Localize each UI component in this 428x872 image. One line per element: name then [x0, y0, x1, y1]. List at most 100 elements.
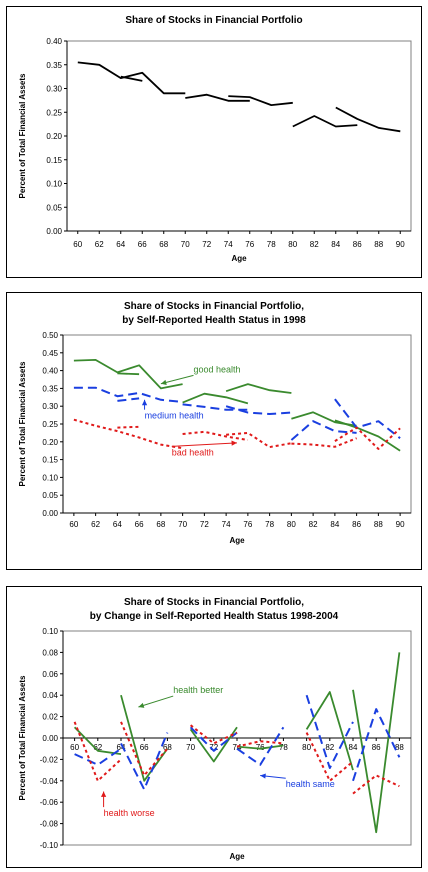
series-line-segment [182, 392, 249, 405]
annotation-good-health: good health [160, 364, 241, 385]
series-line-segment [334, 419, 401, 452]
x-tick-label: 90 [396, 520, 405, 529]
y-tick-label: 0.35 [42, 384, 58, 393]
x-tick-label: 66 [138, 240, 147, 249]
y-tick-label: 0.20 [42, 438, 58, 447]
x-tick-label: 66 [140, 743, 149, 752]
chart-title: Share of Stocks in Financial Portfolio, [124, 301, 304, 312]
annotation-arrowhead [138, 702, 145, 708]
y-tick-label: 0.30 [42, 402, 58, 411]
plot-area [66, 40, 412, 232]
x-tick-label: 76 [245, 240, 254, 249]
x-tick-label: 62 [91, 520, 100, 529]
series-line-segment [305, 732, 354, 782]
chart-subtitle: by Self-Reported Health Status in 1998 [122, 315, 306, 326]
x-tick-label: 84 [331, 240, 340, 249]
x-tick-label: 70 [181, 240, 190, 249]
series-line-segment [334, 426, 401, 450]
series-line-segment [305, 694, 354, 769]
series-line-segment [226, 431, 292, 449]
series-line-segment [335, 106, 401, 133]
series-line-segment [305, 691, 354, 771]
y-tick-label: 0.50 [42, 331, 58, 340]
y-tick-label: 0.00 [46, 227, 62, 236]
x-tick-label: 60 [73, 240, 82, 249]
annotation-label: health worse [104, 808, 155, 818]
annotation-health-worse: health worse [100, 791, 155, 818]
annotation-health-better: health better [138, 685, 223, 708]
y-tick-label: 0.08 [42, 648, 58, 657]
y-tick-label: 0.05 [42, 491, 58, 500]
annotation-arrowhead [141, 399, 148, 406]
x-tick-label: 82 [310, 240, 319, 249]
annotation-label: health same [286, 779, 335, 789]
x-tick-label: 70 [186, 743, 195, 752]
x-tick-label: 78 [267, 240, 276, 249]
x-tick-label: 74 [222, 520, 231, 529]
series-line-segment [73, 359, 183, 390]
series-line-segment [189, 726, 238, 752]
x-tick-label: 86 [353, 240, 362, 249]
y-axis-label: Percent of Total Financial Assets [18, 73, 27, 198]
x-tick-label: 80 [302, 743, 311, 752]
y-tick-label: 0.20 [46, 132, 62, 141]
x-tick-label: 86 [372, 743, 381, 752]
series-line-segment [73, 721, 122, 782]
series-line-segment [77, 61, 186, 95]
annotation-arrowhead [100, 791, 107, 797]
y-tick-label: 0.40 [42, 367, 58, 376]
x-tick-label: 72 [202, 240, 211, 249]
x-tick-label: 66 [135, 520, 144, 529]
x-tick-label: 84 [330, 520, 339, 529]
series-line-segment [352, 708, 401, 782]
series-line-segment [120, 721, 169, 777]
x-tick-label: 68 [163, 743, 172, 752]
x-tick-label: 90 [396, 240, 405, 249]
x-tick-label: 88 [395, 743, 404, 752]
x-tick-label: 68 [156, 520, 165, 529]
y-tick-label: 0.45 [42, 349, 58, 358]
chart-panel-1: Share of Stocks in Financial Portfolio 0.… [6, 6, 422, 278]
annotation-label: health better [173, 685, 223, 695]
series-line-segment [228, 95, 293, 106]
y-tick-label: -0.10 [40, 841, 59, 850]
y-tick-label: -0.04 [40, 777, 59, 786]
x-tick-label: 80 [287, 520, 296, 529]
chart-subtitle: by Change in Self-Reported Health Status… [90, 611, 339, 622]
chart-title: Share of Stocks in Financial Portfolio, [124, 597, 304, 608]
x-tick-label: 68 [159, 240, 168, 249]
series-medium-health [73, 386, 401, 441]
annotation-medium-health: medium health [141, 399, 204, 421]
annotation-arrow [171, 442, 238, 447]
chart-panel-2: Share of Stocks in Financial Portfolio, b… [6, 292, 422, 570]
x-tick-label: 64 [117, 743, 126, 752]
series-line-segment [182, 403, 248, 411]
annotation-arrow [138, 695, 174, 708]
y-axis-label: Percent of Total Financial Assets [18, 675, 27, 800]
x-tick-label: 88 [374, 240, 383, 249]
x-tick-label: 60 [70, 743, 79, 752]
y-tick-label: 0.15 [42, 456, 58, 465]
chart-title: Share of Stocks in Financial Portfolio [125, 15, 302, 26]
series-line-segment [225, 383, 292, 394]
plot-area [62, 334, 412, 514]
series-line-segment [291, 437, 357, 448]
x-tick-label: 76 [256, 743, 265, 752]
y-tick-label: -0.02 [40, 755, 59, 764]
series-line-segment [236, 744, 284, 750]
annotation-label: bad health [172, 447, 214, 457]
x-tick-label: 72 [209, 743, 218, 752]
x-tick-label: 86 [352, 520, 361, 529]
y-tick-label: 0.25 [46, 108, 62, 117]
series-line-segment [189, 726, 238, 763]
x-tick-label: 62 [95, 240, 104, 249]
annotation-arrowhead [160, 379, 167, 385]
x-tick-label: 60 [69, 520, 78, 529]
y-tick-label: 0.00 [42, 734, 58, 743]
annotation-arrow [160, 374, 194, 385]
y-tick-label: 0.10 [42, 473, 58, 482]
y-tick-label: 0.10 [42, 627, 58, 636]
x-tick-label: 78 [265, 520, 274, 529]
x-tick-label: 82 [309, 520, 318, 529]
series-line-segment [117, 425, 140, 429]
